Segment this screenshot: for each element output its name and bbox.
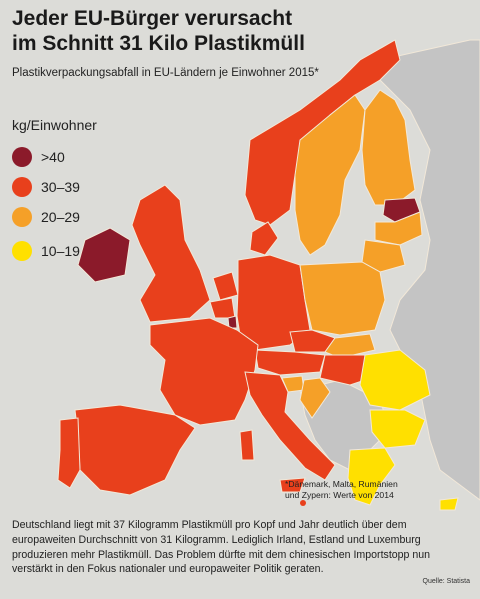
belgium (209, 297, 236, 319)
greece (347, 447, 396, 506)
legend-item-over-40: >40 (12, 146, 65, 168)
germany (236, 254, 311, 351)
spain (74, 404, 196, 496)
sicily (279, 477, 306, 493)
denmark (249, 221, 279, 256)
legend-swatch (12, 207, 32, 227)
body-text: Deutschland liegt mit 37 Kilogramm Plast… (12, 519, 431, 576)
title-line-1: Jeder EU-Bürger verursacht (12, 7, 293, 30)
slovakia (324, 333, 376, 359)
lithuania (361, 239, 406, 273)
bulgaria (369, 409, 426, 449)
subtitle: Plastikverpackungsabfall in EU-Ländern j… (12, 67, 319, 79)
page-title: Jeder EU-Bürger verursacht im Schnitt 31… (12, 6, 468, 56)
france (149, 317, 259, 426)
sweden (294, 94, 366, 256)
legend-swatch (12, 147, 32, 167)
ireland (77, 227, 131, 283)
legend-label: >40 (41, 149, 65, 165)
legend-item-10-19: 10–19 (12, 240, 80, 262)
finland (361, 89, 416, 206)
legend-label: 10–19 (41, 243, 80, 259)
netherlands (212, 271, 239, 301)
non-eu-east-land (379, 39, 480, 501)
footnote-line-1: *Dänemark, Malta, Rumänien (285, 479, 398, 489)
source-credit: Quelle: Statista (422, 578, 470, 585)
portugal (57, 417, 81, 489)
legend-title: kg/Einwohner (12, 117, 97, 133)
austria (254, 349, 326, 376)
legend-label: 30–39 (41, 179, 80, 195)
croatia (299, 377, 331, 419)
poland (299, 261, 386, 336)
legend-swatch (12, 177, 32, 197)
legend-swatch (12, 241, 32, 261)
footnote: *Dänemark, Malta, Rumänien und Zypern: W… (285, 479, 435, 501)
legend-item-20-29: 20–29 (12, 206, 80, 228)
luxembourg (227, 315, 238, 329)
romania (359, 349, 431, 411)
cyprus (439, 497, 459, 511)
footnote-line-2: und Zypern: Werte von 2014 (285, 490, 394, 500)
malta (300, 500, 306, 506)
united-kingdom (131, 184, 211, 323)
legend-item-30-39: 30–39 (12, 176, 80, 198)
sardinia (239, 429, 255, 461)
title-line-2: im Schnitt 31 Kilo Plastikmüll (12, 32, 305, 55)
legend-label: 20–29 (41, 209, 80, 225)
italy (244, 371, 336, 481)
latvia (374, 211, 423, 246)
